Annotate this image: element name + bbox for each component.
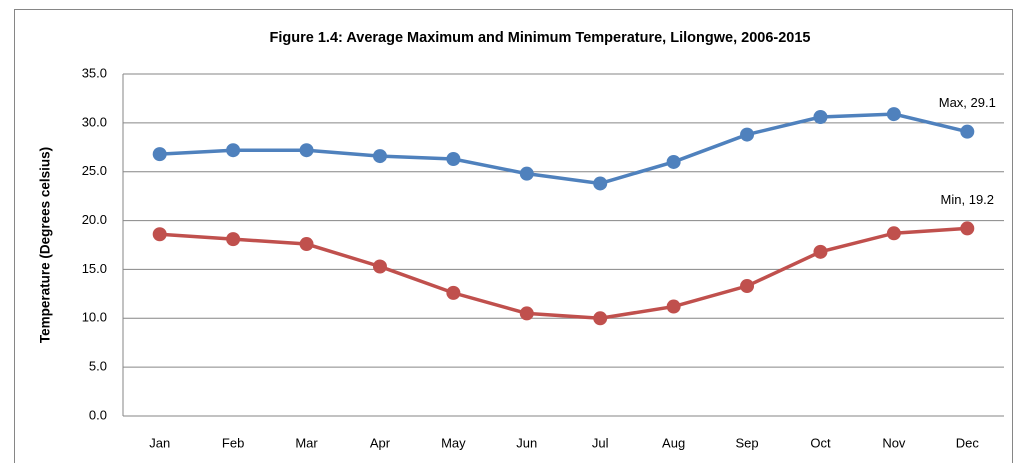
point-marker [299,143,314,158]
x-tick-label: Mar [295,435,318,450]
point-marker [152,147,167,162]
point-marker [813,244,828,259]
x-tick-label: Jun [516,435,537,450]
x-tick-label: Dec [956,435,980,450]
y-tick-label: 20.0 [82,212,107,227]
point-marker [519,306,534,321]
point-marker [886,226,901,241]
x-tick-label: Aug [662,435,685,450]
x-tick-label: Oct [810,435,831,450]
y-axis-label: Temperature (Degrees celsius) [38,147,53,343]
x-tick-label: Sep [735,435,758,450]
point-marker [740,279,755,294]
y-tick-label: 35.0 [82,65,107,80]
point-marker [813,109,828,124]
point-marker [446,285,461,300]
point-marker [960,124,975,139]
x-tick-label: Jan [149,435,170,450]
point-marker [446,152,461,167]
x-tick-label: May [441,435,466,450]
x-tick-label: Apr [370,435,391,450]
point-marker [740,127,755,142]
point-marker [593,176,608,191]
point-marker [152,227,167,242]
y-tick-label: 30.0 [82,114,107,129]
point-marker [666,154,681,169]
y-tick-label: 10.0 [82,310,107,325]
point-marker [666,299,681,314]
series-line [159,226,968,321]
point-marker [299,237,314,252]
point-marker [519,166,534,181]
x-tick-label: Jul [592,435,609,450]
y-tick-label: 15.0 [82,261,107,276]
y-tick-label: 25.0 [82,163,107,178]
point-marker [960,221,975,236]
y-tick-label: 0.0 [89,407,107,422]
point-marker [886,107,901,122]
chart-title: Figure 1.4: Average Maximum and Minimum … [270,30,811,46]
data-label: Min, 19.2 [941,192,994,207]
series-line [159,112,968,186]
x-tick-label: Nov [882,435,906,450]
point-marker [226,232,241,247]
point-marker [593,311,608,326]
y-tick-label: 5.0 [89,359,107,374]
point-marker [372,149,387,164]
point-marker [372,259,387,274]
x-tick-label: Feb [222,435,244,450]
data-label: Max, 29.1 [939,95,996,110]
point-marker [226,143,241,158]
